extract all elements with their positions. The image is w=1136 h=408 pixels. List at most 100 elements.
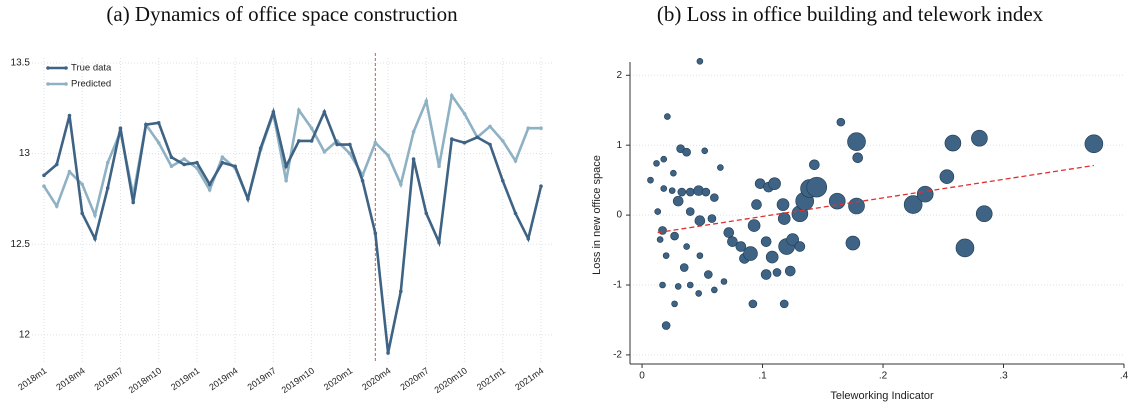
x-axis-label: Teleworking Indicator	[830, 390, 934, 402]
point	[284, 164, 288, 169]
x-tick-label: 2020m4	[360, 365, 392, 392]
point	[500, 178, 505, 183]
point	[488, 124, 492, 129]
bubble	[659, 281, 666, 289]
bubble	[975, 205, 993, 222]
x-tick-label: 2021m4	[513, 365, 545, 392]
chart-title: (b) Loss in office building and telework…	[657, 2, 1044, 26]
x-tick-label: 2021m1	[475, 365, 507, 392]
bubble	[654, 208, 662, 215]
point	[488, 142, 492, 147]
x-tick-label: 2018m4	[54, 365, 86, 392]
y-axis-label: Loss in new office space	[591, 155, 603, 275]
point	[462, 111, 467, 116]
point	[80, 182, 85, 187]
line	[43, 107, 543, 354]
point	[233, 164, 237, 169]
bubble	[664, 113, 671, 120]
point	[42, 184, 46, 189]
point	[144, 122, 148, 127]
point	[437, 164, 441, 169]
bubble	[661, 321, 671, 330]
point	[93, 236, 97, 241]
bubble	[735, 241, 747, 252]
bubble	[660, 155, 668, 163]
bubble	[696, 58, 704, 65]
bubble	[707, 214, 717, 223]
bubble	[668, 187, 676, 194]
point	[80, 211, 85, 216]
point	[169, 155, 174, 160]
point	[411, 157, 416, 161]
legend-swatch	[64, 66, 68, 70]
point	[169, 164, 174, 169]
point	[500, 139, 505, 143]
point	[424, 211, 429, 216]
y-tick-label: -2	[613, 350, 622, 361]
bubble	[794, 241, 806, 252]
point	[271, 110, 276, 114]
y-tick-label: 13	[19, 148, 31, 159]
point	[411, 130, 416, 134]
bubble	[710, 193, 719, 202]
bubble	[806, 176, 828, 198]
legend-label: Predicted	[71, 79, 111, 90]
bubble	[903, 195, 923, 214]
bubble	[677, 187, 687, 197]
point	[297, 139, 301, 143]
point	[156, 121, 161, 125]
bubble	[656, 236, 664, 243]
bubble	[760, 236, 772, 247]
bubble	[701, 147, 709, 155]
bubble	[971, 129, 988, 147]
bubble	[686, 281, 694, 289]
bubble	[751, 199, 762, 210]
point	[105, 160, 110, 165]
legend-swatch	[46, 82, 50, 86]
x-tick-label: 2019m7	[246, 365, 278, 392]
point	[386, 351, 390, 355]
x-tick-label: 2018m10	[127, 365, 163, 395]
bubble	[701, 187, 711, 197]
bubble	[768, 177, 781, 190]
bubble	[939, 169, 955, 184]
point	[195, 166, 199, 170]
y-tick-label: -1	[613, 280, 622, 291]
point	[386, 153, 390, 158]
point	[258, 146, 263, 150]
point	[246, 197, 250, 201]
bubble	[776, 198, 790, 211]
point	[424, 99, 429, 103]
point	[309, 139, 314, 143]
y-tick-label: 12	[19, 329, 31, 340]
bubble	[852, 152, 864, 164]
point	[348, 142, 352, 147]
point	[449, 137, 454, 141]
point	[182, 162, 186, 167]
x-tick-label: .2	[879, 371, 888, 382]
bubble	[647, 176, 654, 184]
x-tick-label: .3	[999, 371, 1008, 382]
bubble	[845, 235, 861, 251]
bubble	[723, 227, 735, 238]
y-tick-label: 12.5	[11, 239, 31, 250]
x-tick-label: 2018m7	[93, 365, 125, 392]
point	[373, 231, 378, 236]
legend-swatch	[64, 82, 68, 86]
point	[182, 157, 186, 161]
x-tick-label: 2020m10	[433, 365, 469, 395]
y-tick-label: 2	[616, 70, 622, 81]
bubble	[672, 195, 684, 207]
point	[526, 126, 531, 131]
point	[475, 135, 480, 140]
point	[322, 149, 327, 154]
bubble	[685, 187, 695, 197]
bubble	[836, 117, 846, 127]
bubble	[720, 278, 728, 285]
x-tick-label: .1	[758, 371, 767, 382]
bubble	[955, 238, 975, 258]
bubble	[747, 219, 761, 232]
point	[513, 159, 518, 163]
point	[220, 160, 225, 165]
